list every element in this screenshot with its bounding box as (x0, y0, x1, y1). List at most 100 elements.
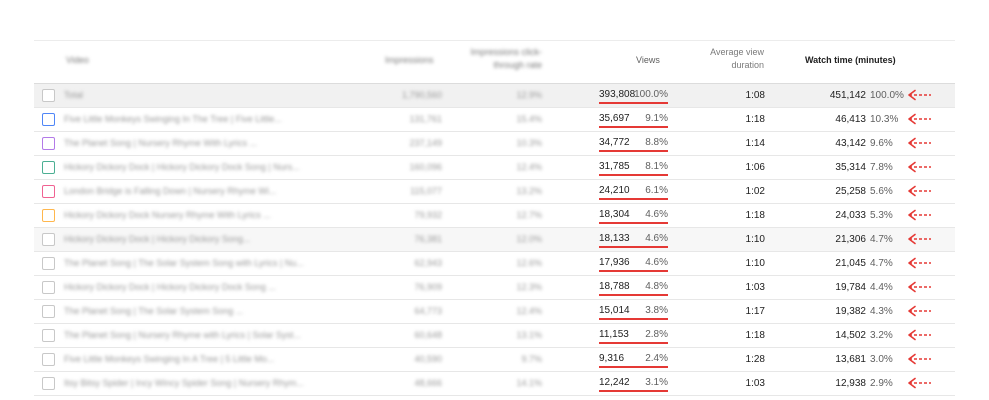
row-checkbox[interactable] (42, 377, 55, 390)
total-row[interactable]: Total 1,790,560 12.9% 393,808 100.0% 1:08 451,… (34, 84, 955, 108)
views-cell: 18,788 4.8% (599, 281, 668, 296)
header-views[interactable]: Views (636, 55, 660, 65)
views-cell: 35,697 9.1% (599, 113, 668, 128)
views-percent: 3.1% (645, 377, 668, 388)
watch-time-percent: 4.4% (870, 282, 893, 293)
video-title[interactable]: Five Little Monkeys Swinging In The Tree… (64, 114, 282, 124)
row-checkbox[interactable] (42, 305, 55, 318)
impressions-value: 64,773 (414, 306, 442, 316)
header-ctr-line2: through rate (493, 60, 542, 70)
table-row[interactable]: Hickory Dickory Dock | Hickory Dickory S… (34, 228, 955, 252)
row-checkbox[interactable] (42, 353, 55, 366)
table-row[interactable]: The Planet Song | The Solar System Song … (34, 300, 955, 324)
row-checkbox[interactable] (42, 329, 55, 342)
avg-view-duration: 1:18 (745, 330, 765, 341)
table-header: Video Impressions Impressions click- thr… (34, 40, 955, 84)
row-checkbox[interactable] (42, 281, 55, 294)
header-ctr-line1[interactable]: Impressions click- (470, 47, 542, 57)
header-impressions[interactable]: Impressions (385, 55, 434, 65)
row-checkbox[interactable] (42, 185, 55, 198)
video-title[interactable]: London Bridge is Falling Down | Nursery … (64, 186, 277, 196)
avg-view-duration: 1:06 (745, 162, 765, 173)
avg-view-duration: 1:03 (745, 282, 765, 293)
table-row[interactable]: London Bridge is Falling Down | Nursery … (34, 180, 955, 204)
ctr-value: 14.1% (516, 378, 542, 388)
table-row[interactable]: The Planet Song | Nursery Rhyme With Lyr… (34, 132, 955, 156)
avg-view-duration: 1:03 (745, 378, 765, 389)
video-title[interactable]: The Planet Song | The Solar System Song … (64, 258, 304, 268)
row-checkbox[interactable] (42, 137, 55, 150)
table-body: Total 1,790,560 12.9% 393,808 100.0% 1:08 451,… (34, 84, 955, 396)
watch-time-percent: 10.3% (870, 114, 899, 125)
video-title[interactable]: Hickory Dickory Dock | Hickory Dickory D… (64, 282, 276, 292)
header-avd-line1[interactable]: Average view (710, 47, 764, 57)
views-cell: 393,808 100.0% (599, 89, 668, 104)
impressions-value: 237,149 (409, 138, 442, 148)
watch-time-percent: 9.6% (870, 138, 893, 149)
avg-view-duration: 1:18 (745, 210, 765, 221)
table-row[interactable]: Hickory Dickory Dock Nursery Rhyme With … (34, 204, 955, 228)
views-percent: 9.1% (645, 113, 668, 124)
row-checkbox[interactable] (42, 257, 55, 270)
views-cell: 15,014 3.8% (599, 305, 668, 320)
views-percent: 4.8% (645, 281, 668, 292)
views-percent: 4.6% (645, 257, 668, 268)
table-row[interactable]: Hickory Dickory Dock | Hickory Dickory D… (34, 276, 955, 300)
avg-view-duration: 1:02 (745, 186, 765, 197)
video-title[interactable]: Total (64, 90, 84, 100)
views-value: 15,014 (599, 305, 630, 316)
red-arrow-icon (908, 137, 931, 149)
video-title[interactable]: Itsy Bitsy Spider | Incy Wincy Spider So… (64, 378, 304, 388)
video-title[interactable]: The Planet Song | Nursery Rhyme With Lyr… (64, 138, 258, 148)
views-value: 9,316 (599, 353, 625, 364)
video-title[interactable]: Five Little Monkeys Swinging In A Tree |… (64, 354, 275, 364)
row-checkbox[interactable] (42, 113, 55, 126)
red-arrow-icon (908, 113, 931, 125)
views-percent: 3.8% (645, 305, 668, 316)
avg-view-duration: 1:10 (745, 234, 765, 245)
video-title[interactable]: Hickory Dickory Dock Nursery Rhyme With … (64, 210, 271, 220)
row-checkbox[interactable] (42, 233, 55, 246)
video-title[interactable]: The Planet Song | The Solar System Song … (64, 306, 244, 316)
avg-view-duration: 1:17 (745, 306, 765, 317)
views-value: 24,210 (599, 185, 630, 196)
header-watch-time[interactable]: Watch time (minutes) (805, 55, 896, 65)
table-row[interactable]: Five Little Monkeys Swinging In A Tree |… (34, 348, 955, 372)
red-arrow-icon (908, 353, 931, 365)
row-checkbox[interactable] (42, 161, 55, 174)
watch-time-percent: 4.7% (870, 234, 893, 245)
views-cell: 31,785 8.1% (599, 161, 668, 176)
red-arrow-icon (908, 329, 931, 341)
views-cell: 24,210 6.1% (599, 185, 668, 200)
watch-time-value: 24,033 (835, 210, 866, 221)
views-percent: 8.1% (645, 161, 668, 172)
table-row[interactable]: Hickory Dickory Dock | Hickory Dickory D… (34, 156, 955, 180)
ctr-value: 12.7% (516, 210, 542, 220)
red-arrow-icon (908, 257, 931, 269)
row-checkbox[interactable] (42, 89, 55, 102)
watch-time-value: 14,502 (835, 330, 866, 341)
watch-time-percent: 3.0% (870, 354, 893, 365)
red-arrow-icon (908, 89, 931, 101)
table-row[interactable]: The Planet Song | The Solar System Song … (34, 252, 955, 276)
row-checkbox[interactable] (42, 209, 55, 222)
video-title[interactable]: Hickory Dickory Dock | Hickory Dickory D… (64, 162, 300, 172)
impressions-value: 131,761 (409, 114, 442, 124)
video-title[interactable]: Hickory Dickory Dock | Hickory Dickory S… (64, 234, 251, 244)
watch-time-percent: 100.0% (870, 90, 904, 101)
views-percent: 8.8% (645, 137, 668, 148)
watch-time-value: 12,938 (835, 378, 866, 389)
views-value: 12,242 (599, 377, 630, 388)
analytics-table: Video Impressions Impressions click- thr… (34, 40, 955, 396)
ctr-value: 9.7% (521, 354, 542, 364)
header-video[interactable]: Video (66, 55, 89, 65)
ctr-value: 12.3% (516, 282, 542, 292)
video-title[interactable]: The Planet Song | Nursery Rhyme with Lyr… (64, 330, 301, 340)
table-row[interactable]: The Planet Song | Nursery Rhyme with Lyr… (34, 324, 955, 348)
red-arrow-icon (908, 305, 931, 317)
views-percent: 4.6% (645, 233, 668, 244)
table-row[interactable]: Itsy Bitsy Spider | Incy Wincy Spider So… (34, 372, 955, 396)
views-percent: 2.8% (645, 329, 668, 340)
ctr-value: 12.9% (516, 90, 542, 100)
table-row[interactable]: Five Little Monkeys Swinging In The Tree… (34, 108, 955, 132)
